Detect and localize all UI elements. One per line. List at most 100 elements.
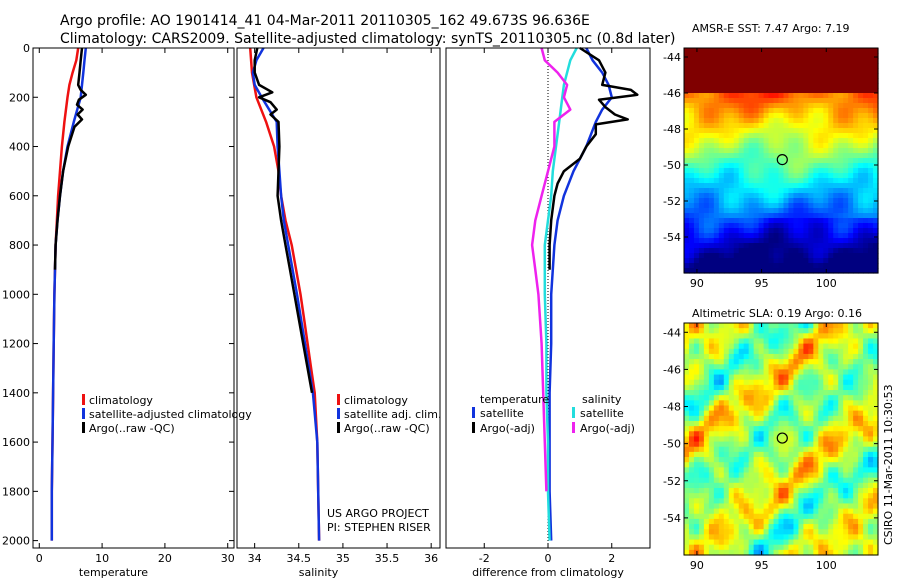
heatmap-cell [863, 353, 869, 360]
heatmap-cell [863, 188, 869, 194]
heatmap-cell [858, 183, 864, 189]
heatmap-cell [688, 213, 695, 219]
heatmap-cell [708, 113, 715, 119]
heatmap-cell [684, 513, 690, 520]
heatmap-cell [758, 253, 765, 259]
heatmap-cell [773, 128, 780, 134]
heatmap-cell [793, 472, 800, 479]
heatmap-cell [698, 426, 705, 432]
heatmap-cell [688, 508, 695, 515]
heatmap-cell [798, 258, 804, 264]
heatmap-cell [803, 410, 809, 417]
heatmap-cell [753, 53, 760, 59]
heatmap-cell [693, 364, 700, 370]
heatmap-cell [813, 426, 819, 432]
heatmap-cell [773, 148, 780, 154]
heatmap-cell [798, 513, 804, 520]
heatmap-cell [748, 369, 755, 376]
heatmap-cell [808, 374, 814, 381]
heatmap-cell [823, 395, 829, 401]
heatmap-cell [788, 148, 795, 154]
heatmap-cell [743, 353, 750, 360]
heatmap-cell [873, 218, 879, 224]
heatmap-cell [853, 524, 859, 530]
heatmap-cell [793, 268, 800, 274]
heatmap-cell [733, 163, 740, 169]
heatmap-cell [703, 48, 710, 54]
x-tick-label: 34 [248, 552, 262, 565]
heatmap-cell [818, 253, 824, 259]
heatmap-cell [838, 534, 844, 541]
heatmap-cell [873, 395, 879, 401]
heatmap-cell [748, 88, 755, 94]
heatmap-cell [833, 369, 839, 376]
heatmap-cell [703, 188, 710, 194]
heatmap-cell [793, 441, 800, 448]
heatmap-cell [818, 503, 824, 510]
heatmap-cell [748, 78, 755, 84]
heatmap-cell [693, 410, 700, 417]
heatmap-cell [873, 228, 879, 234]
heatmap-cell [773, 457, 780, 463]
heatmap-cell [688, 258, 695, 264]
heatmap-cell [803, 203, 809, 209]
heatmap-cell [798, 328, 804, 334]
heatmap-cell [793, 238, 800, 244]
heatmap-cell [818, 198, 824, 204]
heatmap-cell [828, 462, 834, 468]
heatmap-cell [718, 163, 725, 169]
heatmap-cell [703, 390, 710, 396]
heatmap-cell [843, 343, 849, 350]
heatmap-cell [753, 529, 760, 535]
heatmap-cell [718, 48, 725, 54]
heatmap-cell [858, 243, 864, 249]
heatmap-cell [708, 420, 715, 427]
heatmap-cell [798, 451, 804, 458]
heatmap-cell [783, 441, 790, 448]
heatmap-cell [773, 477, 780, 484]
heatmap-cell [778, 333, 785, 340]
heatmap-cell [868, 374, 874, 381]
heatmap-cell [873, 410, 879, 417]
heatmap-cell [828, 188, 834, 194]
heatmap-cell [778, 108, 785, 114]
x-tick-label: 35 [336, 552, 350, 565]
heatmap-cell [868, 353, 874, 360]
heatmap-cell [713, 529, 720, 535]
heatmap-cell [723, 420, 730, 427]
heatmap-cell [748, 248, 755, 254]
heatmap-cell [763, 173, 770, 179]
heatmap-cell [853, 328, 859, 334]
heatmap-cell [843, 477, 849, 484]
heatmap-cell [833, 168, 839, 174]
heatmap-cell [873, 233, 879, 239]
heatmap-cell [768, 213, 775, 219]
heatmap-cell [798, 420, 804, 427]
heatmap-cell [753, 405, 760, 412]
heatmap-cell [813, 348, 819, 355]
heatmap-cell [823, 178, 829, 184]
heatmap-cell [684, 123, 690, 129]
heatmap-cell [858, 364, 864, 370]
heatmap-cell [848, 258, 854, 264]
heatmap-cell [698, 48, 705, 54]
heatmap-cell [873, 544, 879, 551]
heatmap-cell [748, 253, 755, 259]
heatmap-cell [793, 183, 800, 189]
heatmap-cell [688, 426, 695, 432]
heatmap-cell [723, 163, 730, 169]
heatmap-cell [873, 369, 879, 376]
heatmap-cell [753, 343, 760, 350]
heatmap-cell [738, 198, 745, 204]
heatmap-cell [858, 138, 864, 144]
heatmap-cell [723, 348, 730, 355]
heatmap-cell [753, 133, 760, 139]
heatmap-cell [858, 268, 864, 274]
heatmap-cell [708, 374, 715, 381]
heatmap-cell [688, 158, 695, 164]
heatmap-cell [684, 323, 690, 329]
heatmap-cell [798, 518, 804, 525]
heatmap-cell [798, 53, 804, 59]
heatmap-cell [813, 395, 819, 401]
heatmap-cell [873, 123, 879, 129]
